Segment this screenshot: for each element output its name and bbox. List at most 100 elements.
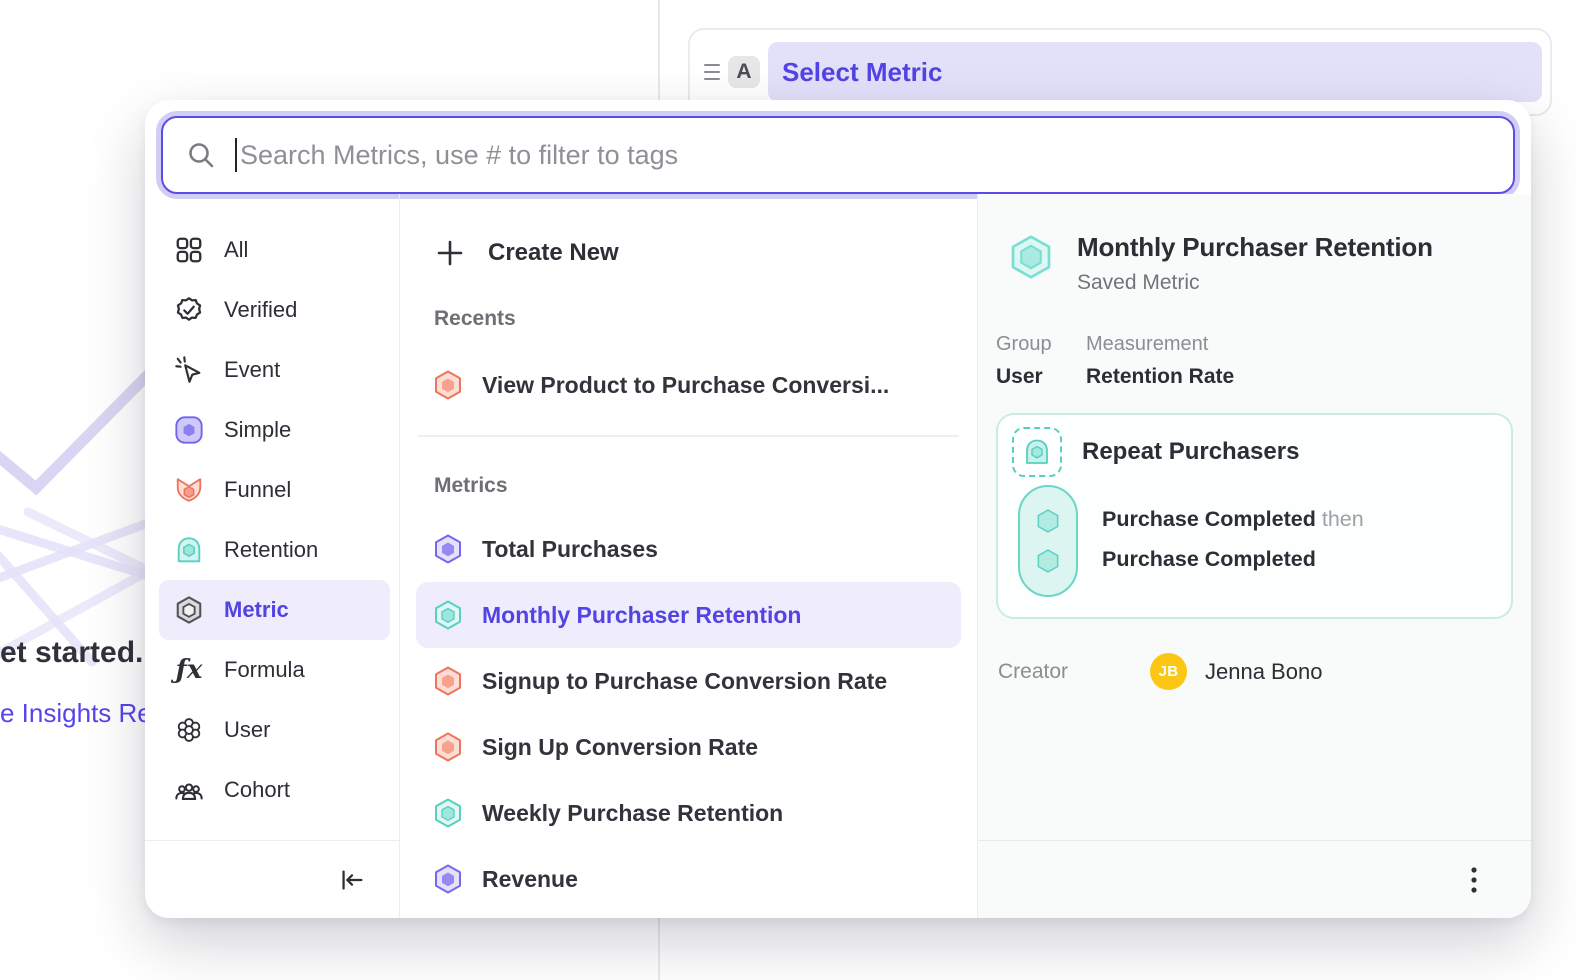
metric-picker-modal: All Verified bbox=[145, 100, 1531, 918]
list-item-signup-to-purchase-conversion-rate[interactable]: Signup to Purchase Conversion Rate bbox=[416, 648, 961, 714]
detail-header: Monthly Purchaser Retention Saved Metric bbox=[996, 232, 1513, 295]
list-item-total-purchases[interactable]: Total Purchases bbox=[416, 516, 961, 582]
sidebar-item-label: User bbox=[224, 717, 271, 742]
list-item-revenue[interactable]: Revenue bbox=[416, 846, 961, 912]
list-item-label: Monthly Purchaser Retention bbox=[482, 601, 802, 628]
sidebar-item-formula[interactable]: ƒx Formula bbox=[159, 640, 390, 700]
list-item-monthly-purchaser-retention[interactable]: Monthly Purchaser Retention bbox=[416, 582, 961, 648]
metric-detail-panel: Monthly Purchaser Retention Saved Metric… bbox=[978, 194, 1531, 918]
create-new-label: Create New bbox=[488, 239, 619, 266]
sidebar-item-label: Funnel bbox=[224, 477, 292, 502]
list-divider bbox=[418, 435, 959, 437]
detail-title: Monthly Purchaser Retention bbox=[1077, 232, 1433, 262]
group-label: Group bbox=[996, 333, 1052, 355]
kebab-menu-icon bbox=[1471, 866, 1477, 893]
filter-sidebar: All Verified bbox=[145, 194, 400, 918]
search-input[interactable] bbox=[240, 139, 1491, 171]
detail-footer bbox=[978, 840, 1531, 918]
sidebar-item-metric[interactable]: Metric bbox=[159, 580, 390, 640]
metric-hexagon-icon bbox=[173, 595, 205, 625]
definition-name: Repeat Purchasers bbox=[1082, 438, 1300, 465]
creator-label: Creator bbox=[998, 659, 1069, 683]
sidebar-item-label: Retention bbox=[224, 537, 319, 562]
plus-icon bbox=[434, 239, 466, 267]
retention-metric-hexagon-icon bbox=[432, 598, 464, 632]
step-connector: then bbox=[1321, 507, 1364, 531]
sidebar-item-event[interactable]: Event bbox=[159, 340, 390, 400]
funnel-metric-hexagon-icon bbox=[432, 368, 464, 402]
section-label-recents: Recents bbox=[434, 307, 516, 330]
detail-meta: Group User Measurement Retention Rate bbox=[996, 333, 1513, 389]
sidebar-item-simple[interactable]: Simple bbox=[159, 400, 390, 460]
verified-badge-icon bbox=[173, 295, 205, 325]
event-hexagon-icon bbox=[1037, 549, 1059, 573]
sidebar-item-all[interactable]: All bbox=[159, 220, 390, 280]
sidebar-item-label: Event bbox=[224, 357, 281, 382]
list-item-label: Total Purchases bbox=[482, 535, 658, 562]
retention-metric-hexagon-icon bbox=[432, 796, 464, 830]
creator-row: Creator JB Jenna Bono bbox=[996, 653, 1513, 690]
list-item-label: View Product to Purchase Conversi... bbox=[482, 371, 890, 398]
user-cluster-icon bbox=[173, 715, 205, 745]
creator-avatar: JB bbox=[1150, 653, 1187, 690]
search-bar bbox=[161, 116, 1515, 194]
filter-list: All Verified bbox=[145, 194, 399, 840]
select-metric-button[interactable]: Select Metric bbox=[768, 42, 1542, 102]
metric-list-column: Create New Recents View Product to Purch… bbox=[400, 194, 978, 918]
sidebar-item-label: Simple bbox=[224, 417, 292, 442]
creator-name: Jenna Bono bbox=[1205, 658, 1323, 684]
funnel-metric-hexagon-icon bbox=[432, 730, 464, 764]
measurement-label: Measurement bbox=[1086, 333, 1209, 355]
retention-arch-icon bbox=[173, 535, 205, 565]
sidebar-item-label: All bbox=[224, 237, 249, 262]
list-item-label: Signup to Purchase Conversion Rate bbox=[482, 667, 888, 694]
event-sequence-capsule bbox=[1018, 485, 1078, 597]
event-cursor-icon bbox=[173, 355, 205, 385]
funnel-metric-hexagon-icon bbox=[432, 664, 464, 698]
list-item-recent-metric[interactable]: View Product to Purchase Conversi... bbox=[416, 353, 961, 417]
background-insights-link[interactable]: e Insights Re bbox=[0, 698, 152, 728]
collapse-left-icon bbox=[342, 869, 363, 890]
formula-fx-icon: ƒx bbox=[175, 655, 203, 685]
measurement-value: Retention Rate bbox=[1086, 365, 1235, 388]
list-item-sign-up-conversion-rate[interactable]: Sign Up Conversion Rate bbox=[416, 714, 961, 780]
drag-handle-icon[interactable] bbox=[700, 64, 724, 80]
sidebar-item-verified[interactable]: Verified bbox=[159, 280, 390, 340]
metric-detail-content: Monthly Purchaser Retention Saved Metric… bbox=[978, 194, 1531, 840]
background-get-started-text: et started. bbox=[0, 636, 144, 669]
sidebar-item-label: Verified bbox=[224, 297, 298, 322]
list-item-label: Weekly Purchase Retention bbox=[482, 799, 784, 826]
sidebar-footer bbox=[145, 840, 399, 918]
sidebar-item-label: Metric bbox=[224, 597, 289, 622]
simple-hexagon-icon bbox=[173, 415, 205, 445]
section-label-metrics: Metrics bbox=[434, 474, 508, 497]
funnel-icon bbox=[173, 475, 205, 505]
simple-metric-hexagon-icon bbox=[432, 862, 464, 896]
sidebar-item-funnel[interactable]: Funnel bbox=[159, 460, 390, 520]
list-item-label: Sign Up Conversion Rate bbox=[482, 733, 759, 760]
sidebar-item-cohort[interactable]: Cohort bbox=[159, 760, 390, 820]
search-icon bbox=[185, 139, 217, 171]
create-new-button[interactable]: Create New bbox=[416, 224, 961, 282]
retention-metric-hexagon-icon-large bbox=[1007, 232, 1055, 295]
modal-body: All Verified bbox=[145, 194, 1531, 918]
sidebar-item-retention[interactable]: Retention bbox=[159, 520, 390, 580]
sidebar-item-label: Cohort bbox=[224, 777, 291, 802]
list-item-weekly-purchase-retention[interactable]: Weekly Purchase Retention bbox=[416, 780, 961, 846]
grid-icon bbox=[173, 235, 205, 265]
collapse-sidebar-button[interactable] bbox=[333, 861, 371, 899]
select-metric-label: Select Metric bbox=[782, 56, 943, 87]
text-caret bbox=[235, 138, 237, 172]
more-options-button[interactable] bbox=[1457, 861, 1491, 899]
sidebar-item-user[interactable]: User bbox=[159, 700, 390, 760]
detail-subtitle: Saved Metric bbox=[1077, 271, 1200, 294]
definition-step-2: Purchase Completed bbox=[1102, 547, 1316, 571]
group-value: User bbox=[996, 365, 1043, 388]
sidebar-item-label: Formula bbox=[224, 657, 305, 682]
metric-series-badge: A bbox=[728, 56, 760, 88]
list-item-label: Revenue bbox=[482, 865, 578, 892]
simple-metric-hexagon-icon bbox=[432, 532, 464, 566]
cohort-people-icon bbox=[173, 775, 205, 805]
metric-definition-card: Repeat Purchasers bbox=[996, 413, 1513, 619]
